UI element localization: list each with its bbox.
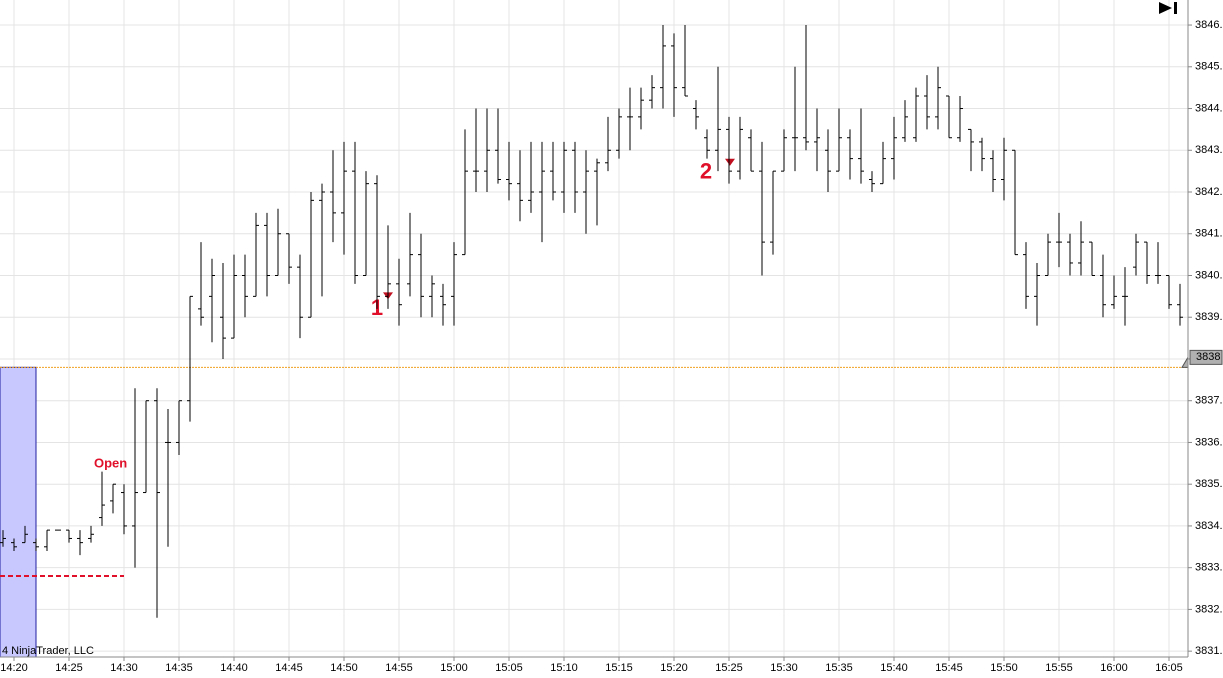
x-tick-label: 15:45 — [935, 662, 963, 674]
x-tick-label: 15:00 — [440, 662, 468, 674]
x-tick-label: 15:10 — [550, 662, 578, 674]
y-tick-label: 3834. — [1195, 520, 1223, 532]
x-tick-label: 16:00 — [1100, 662, 1128, 674]
y-tick-label: 3845. — [1195, 61, 1223, 73]
y-tick-label: 3844. — [1195, 102, 1223, 114]
last-price-tag — [1181, 349, 1223, 368]
trade-marker-label: 2 — [700, 159, 712, 184]
x-tick-label: 15:55 — [1045, 662, 1073, 674]
y-tick-label: 3840. — [1195, 269, 1223, 281]
x-tick-label: 14:20 — [0, 662, 28, 674]
x-tick-label: 15:30 — [770, 662, 798, 674]
x-tick-label: 14:45 — [275, 662, 303, 674]
y-tick-label: 3833. — [1195, 562, 1223, 574]
y-tick-label: 3835. — [1195, 478, 1223, 490]
y-tick-label: 3843. — [1195, 144, 1223, 156]
scroll-end-button[interactable] — [1159, 2, 1177, 14]
x-tick-label: 15:25 — [715, 662, 743, 674]
grid — [0, 0, 1188, 657]
y-tick-label: 3846. — [1195, 19, 1223, 31]
x-tick-label: 15:15 — [605, 662, 633, 674]
y-tick-label: 3832. — [1195, 603, 1223, 615]
x-tick-label: 15:35 — [825, 662, 853, 674]
x-tick-label: 15:20 — [660, 662, 688, 674]
x-tick-label: 15:40 — [880, 662, 908, 674]
last-price-label: 3838 — [1196, 351, 1220, 363]
copyright: 4 NinjaTrader, LLC — [2, 645, 94, 657]
y-tick-label: 3842. — [1195, 186, 1223, 198]
y-tick-label: 3836. — [1195, 436, 1223, 448]
x-tick-label: 15:05 — [495, 662, 523, 674]
bars — [0, 25, 1183, 618]
x-tick-label: 14:40 — [220, 662, 248, 674]
x-tick-label: 14:25 — [55, 662, 83, 674]
x-tick-label: 14:35 — [165, 662, 193, 674]
y-tick-label: 3839. — [1195, 311, 1223, 323]
trade-marker — [725, 158, 735, 166]
range-box — [0, 366, 37, 658]
y-tick-label: 3841. — [1195, 228, 1223, 240]
x-tick-label: 14:50 — [330, 662, 358, 674]
y-tick-label: 3837. — [1195, 395, 1223, 407]
y-tick-label: 3831. — [1195, 645, 1223, 657]
x-tick-label: 16:05 — [1155, 662, 1183, 674]
x-tick-label: 14:55 — [385, 662, 413, 674]
axis: 3831.3832.3833.3834.3835.3836.3837.3838.… — [0, 19, 1222, 674]
x-tick-label: 15:50 — [990, 662, 1018, 674]
open-label: Open — [94, 455, 127, 470]
x-tick-label: 14:30 — [110, 662, 138, 674]
